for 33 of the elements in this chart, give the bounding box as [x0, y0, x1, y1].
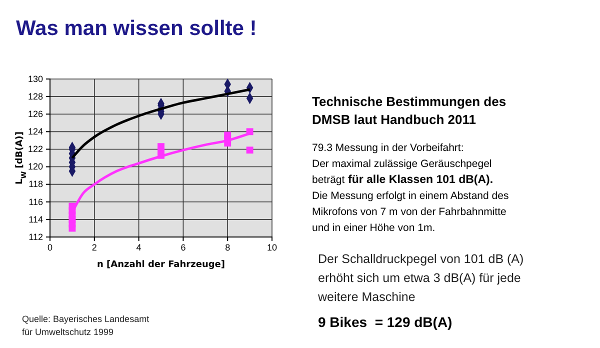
text: beträgt	[312, 174, 345, 186]
y-tick-label: 114	[28, 214, 43, 224]
text: Die Messung erfolgt in einem Abstand des	[312, 190, 509, 202]
y-tick-label: 122	[28, 144, 43, 154]
text: Der Schalldruckpegel von 101 dB (A)	[318, 252, 524, 266]
text: 9 Bikes = 129 dB(A)	[318, 314, 452, 330]
x-axis-title: n [Anzahl der Fahrzeuge]	[96, 260, 226, 270]
x-tick-label: 10	[266, 242, 278, 252]
text: DMSB laut Handbuch 2011	[312, 112, 476, 127]
x-tick-label: 0	[47, 242, 53, 252]
x-tick-label: 4	[136, 242, 142, 252]
text: für Umweltschutz 1999	[22, 327, 114, 337]
source-note: Quelle: Bayerisches Landesamt	[22, 314, 150, 324]
text: Technische Bestimmungen des	[312, 94, 506, 109]
text: weitere Maschine	[317, 290, 416, 304]
x-tick-label: 6	[180, 242, 186, 252]
y-tick-label: 120	[28, 162, 43, 172]
y-tick-label: 128	[28, 91, 43, 102]
chart-title: Was man wissen sollte !	[16, 17, 257, 40]
y-tick-label: 116	[28, 196, 43, 207]
x-tick-label: 8	[225, 242, 230, 252]
text: und in einer Höhe von 1m.	[312, 222, 436, 234]
text: Mikrofons von 7 m von der Fahrbahnmitte	[312, 206, 506, 218]
y-tick-label: 130	[28, 74, 43, 84]
text: für alle Klassen 101 dB(A).	[348, 174, 494, 186]
text: Der maximal zulässige Geräuschpegel	[312, 158, 492, 170]
x-tick-label: 2	[92, 242, 97, 252]
text: erhöht sich um etwa 3 dB(A) für jede	[318, 271, 521, 285]
y-tick-label: 112	[28, 232, 43, 242]
y-tick-label: 118	[28, 179, 43, 190]
y-tick-label: 126	[28, 108, 43, 119]
y-tick-label: 124	[28, 126, 43, 137]
text: 79.3 Messung in der Vorbeifahrt:	[312, 142, 464, 154]
